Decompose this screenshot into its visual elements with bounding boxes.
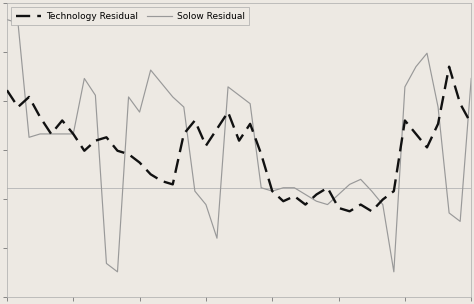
Legend: Technology Residual, Solow Residual: Technology Residual, Solow Residual	[11, 7, 249, 25]
